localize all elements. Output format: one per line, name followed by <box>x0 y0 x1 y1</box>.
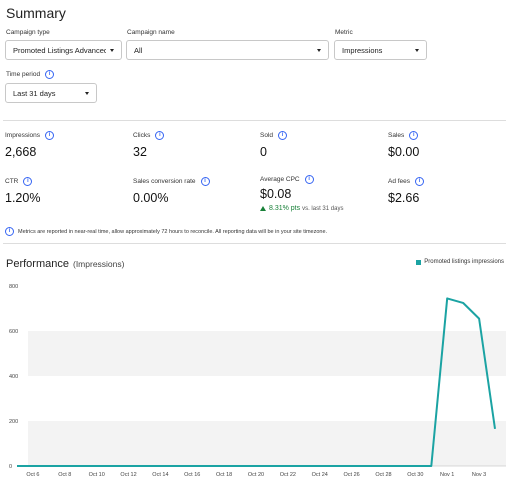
metric-clicks-label: Clicks <box>133 132 151 139</box>
campaign-name-label: Campaign name <box>127 29 175 36</box>
reporting-note-text: Metrics are reported in near-real time, … <box>18 228 328 235</box>
campaign-type-value: Promoted Listings Advanced <box>13 45 106 55</box>
y-tick-label: 400 <box>9 374 18 380</box>
y-tick-label: 600 <box>9 329 18 335</box>
divider <box>3 120 506 121</box>
time-period-select[interactable]: Last 31 days <box>5 83 97 103</box>
x-tick-label: Oct 24 <box>312 472 328 478</box>
chevron-down-icon <box>317 48 321 52</box>
x-tick-label: Oct 14 <box>152 472 168 478</box>
x-tick-label: Oct 8 <box>58 472 71 478</box>
metric-clicks-value: 32 <box>133 145 147 159</box>
metric-adfees-label: Ad fees <box>388 178 411 185</box>
x-tick-label: Oct 30 <box>407 472 423 478</box>
metric-cpc-label: Average CPC <box>260 176 300 183</box>
chevron-down-icon <box>85 91 89 95</box>
grid-band <box>28 331 506 376</box>
metric-sold-label-row: Sold i <box>260 131 288 140</box>
x-tick-label: Oct 6 <box>26 472 39 478</box>
summary-title: Summary <box>6 5 66 21</box>
chevron-down-icon <box>415 48 419 52</box>
info-icon[interactable]: i <box>45 70 55 79</box>
x-tick-label: Oct 26 <box>343 472 359 478</box>
performance-chart: 0 200 400 600 800 Oct 6 Oct 8 Oct 10 Oct 12 Oct … <box>9 284 506 478</box>
x-tick-label: Oct 22 <box>280 472 296 478</box>
metric-impressions-label: Impressions <box>5 132 41 139</box>
info-icon[interactable]: i <box>304 175 314 184</box>
arrow-up-icon <box>260 205 266 211</box>
x-tick-label: Oct 28 <box>375 472 391 478</box>
metric-impressions-label-row: Impressions i <box>5 131 55 140</box>
metric-cpc-delta-value: 8.31% pts <box>269 205 301 212</box>
series-line <box>17 297 496 467</box>
info-icon: i <box>5 227 14 236</box>
x-tick-label: Oct 16 <box>184 472 200 478</box>
campaign-type-select[interactable]: Promoted Listings Advanced <box>5 40 122 60</box>
metric-conversion-value: 0.00% <box>133 191 169 205</box>
metric-sales-label: Sales <box>388 132 405 139</box>
info-icon[interactable]: i <box>409 131 419 140</box>
info-icon[interactable]: i <box>200 177 210 186</box>
performance-subtitle: (Impressions) <box>72 259 125 269</box>
x-tick-label: Oct 20 <box>248 472 264 478</box>
time-period-label-row: Time period i <box>6 70 55 79</box>
x-tick-label: Nov 3 <box>472 472 486 478</box>
metric-sold-value: 0 <box>260 145 267 159</box>
info-icon[interactable]: i <box>415 177 425 186</box>
metric-value: Impressions <box>342 45 383 55</box>
legend-label: Promoted listings impressions <box>424 259 504 265</box>
performance-title-row: Performance (Impressions) <box>6 258 124 270</box>
info-icon[interactable]: i <box>45 131 55 140</box>
metric-sales-label-row: Sales i <box>388 131 419 140</box>
y-tick-label: 800 <box>9 284 18 290</box>
metric-label: Metric <box>335 29 353 36</box>
metric-adfees-value: $2.66 <box>388 191 420 205</box>
metric-cpc-label-row: Average CPC i <box>260 175 314 184</box>
campaign-name-select[interactable]: All <box>126 40 329 60</box>
chart-legend: Promoted listings impressions <box>416 259 504 265</box>
metric-cpc-value: $0.08 <box>260 187 292 201</box>
metric-conversion-label-row: Sales conversion rate i <box>133 177 210 186</box>
metric-cpc-delta-note: vs. last 31 days <box>302 206 344 212</box>
x-tick-label: Nov 1 <box>440 472 454 478</box>
x-tick-label: Oct 18 <box>216 472 232 478</box>
info-icon[interactable]: i <box>23 177 33 186</box>
metric-select[interactable]: Impressions <box>334 40 427 60</box>
metric-adfees-label-row: Ad fees i <box>388 177 425 186</box>
metric-ctr-value: 1.20% <box>5 191 41 205</box>
metric-sales-value: $0.00 <box>388 145 420 159</box>
campaign-name-value: All <box>134 45 143 55</box>
metric-cpc-delta: 8.31% pts vs. last 31 days <box>260 205 343 212</box>
time-period-label: Time period <box>6 71 41 78</box>
chevron-down-icon <box>110 48 114 52</box>
metric-sold-label: Sold <box>260 132 274 139</box>
time-period-value: Last 31 days <box>13 88 56 98</box>
legend-swatch <box>416 259 422 265</box>
grid-band <box>28 421 506 466</box>
y-tick-label: 0 <box>9 464 12 470</box>
y-tick-label: 200 <box>9 419 18 425</box>
metric-ctr-label: CTR <box>5 178 19 185</box>
info-icon[interactable]: i <box>278 131 288 140</box>
metric-clicks-label-row: Clicks i <box>133 131 165 140</box>
metric-ctr-label-row: CTR i <box>5 177 33 186</box>
campaign-type-label: Campaign type <box>6 29 50 36</box>
x-tick-label: Oct 10 <box>89 472 105 478</box>
metric-impressions-value: 2,668 <box>5 145 37 159</box>
metric-conversion-label: Sales conversion rate <box>133 178 196 185</box>
x-tick-label: Oct 12 <box>120 472 136 478</box>
performance-title: Performance <box>6 258 69 270</box>
reporting-note: i Metrics are reported in near-real time… <box>5 227 327 236</box>
divider <box>3 243 506 244</box>
info-icon[interactable]: i <box>155 131 165 140</box>
